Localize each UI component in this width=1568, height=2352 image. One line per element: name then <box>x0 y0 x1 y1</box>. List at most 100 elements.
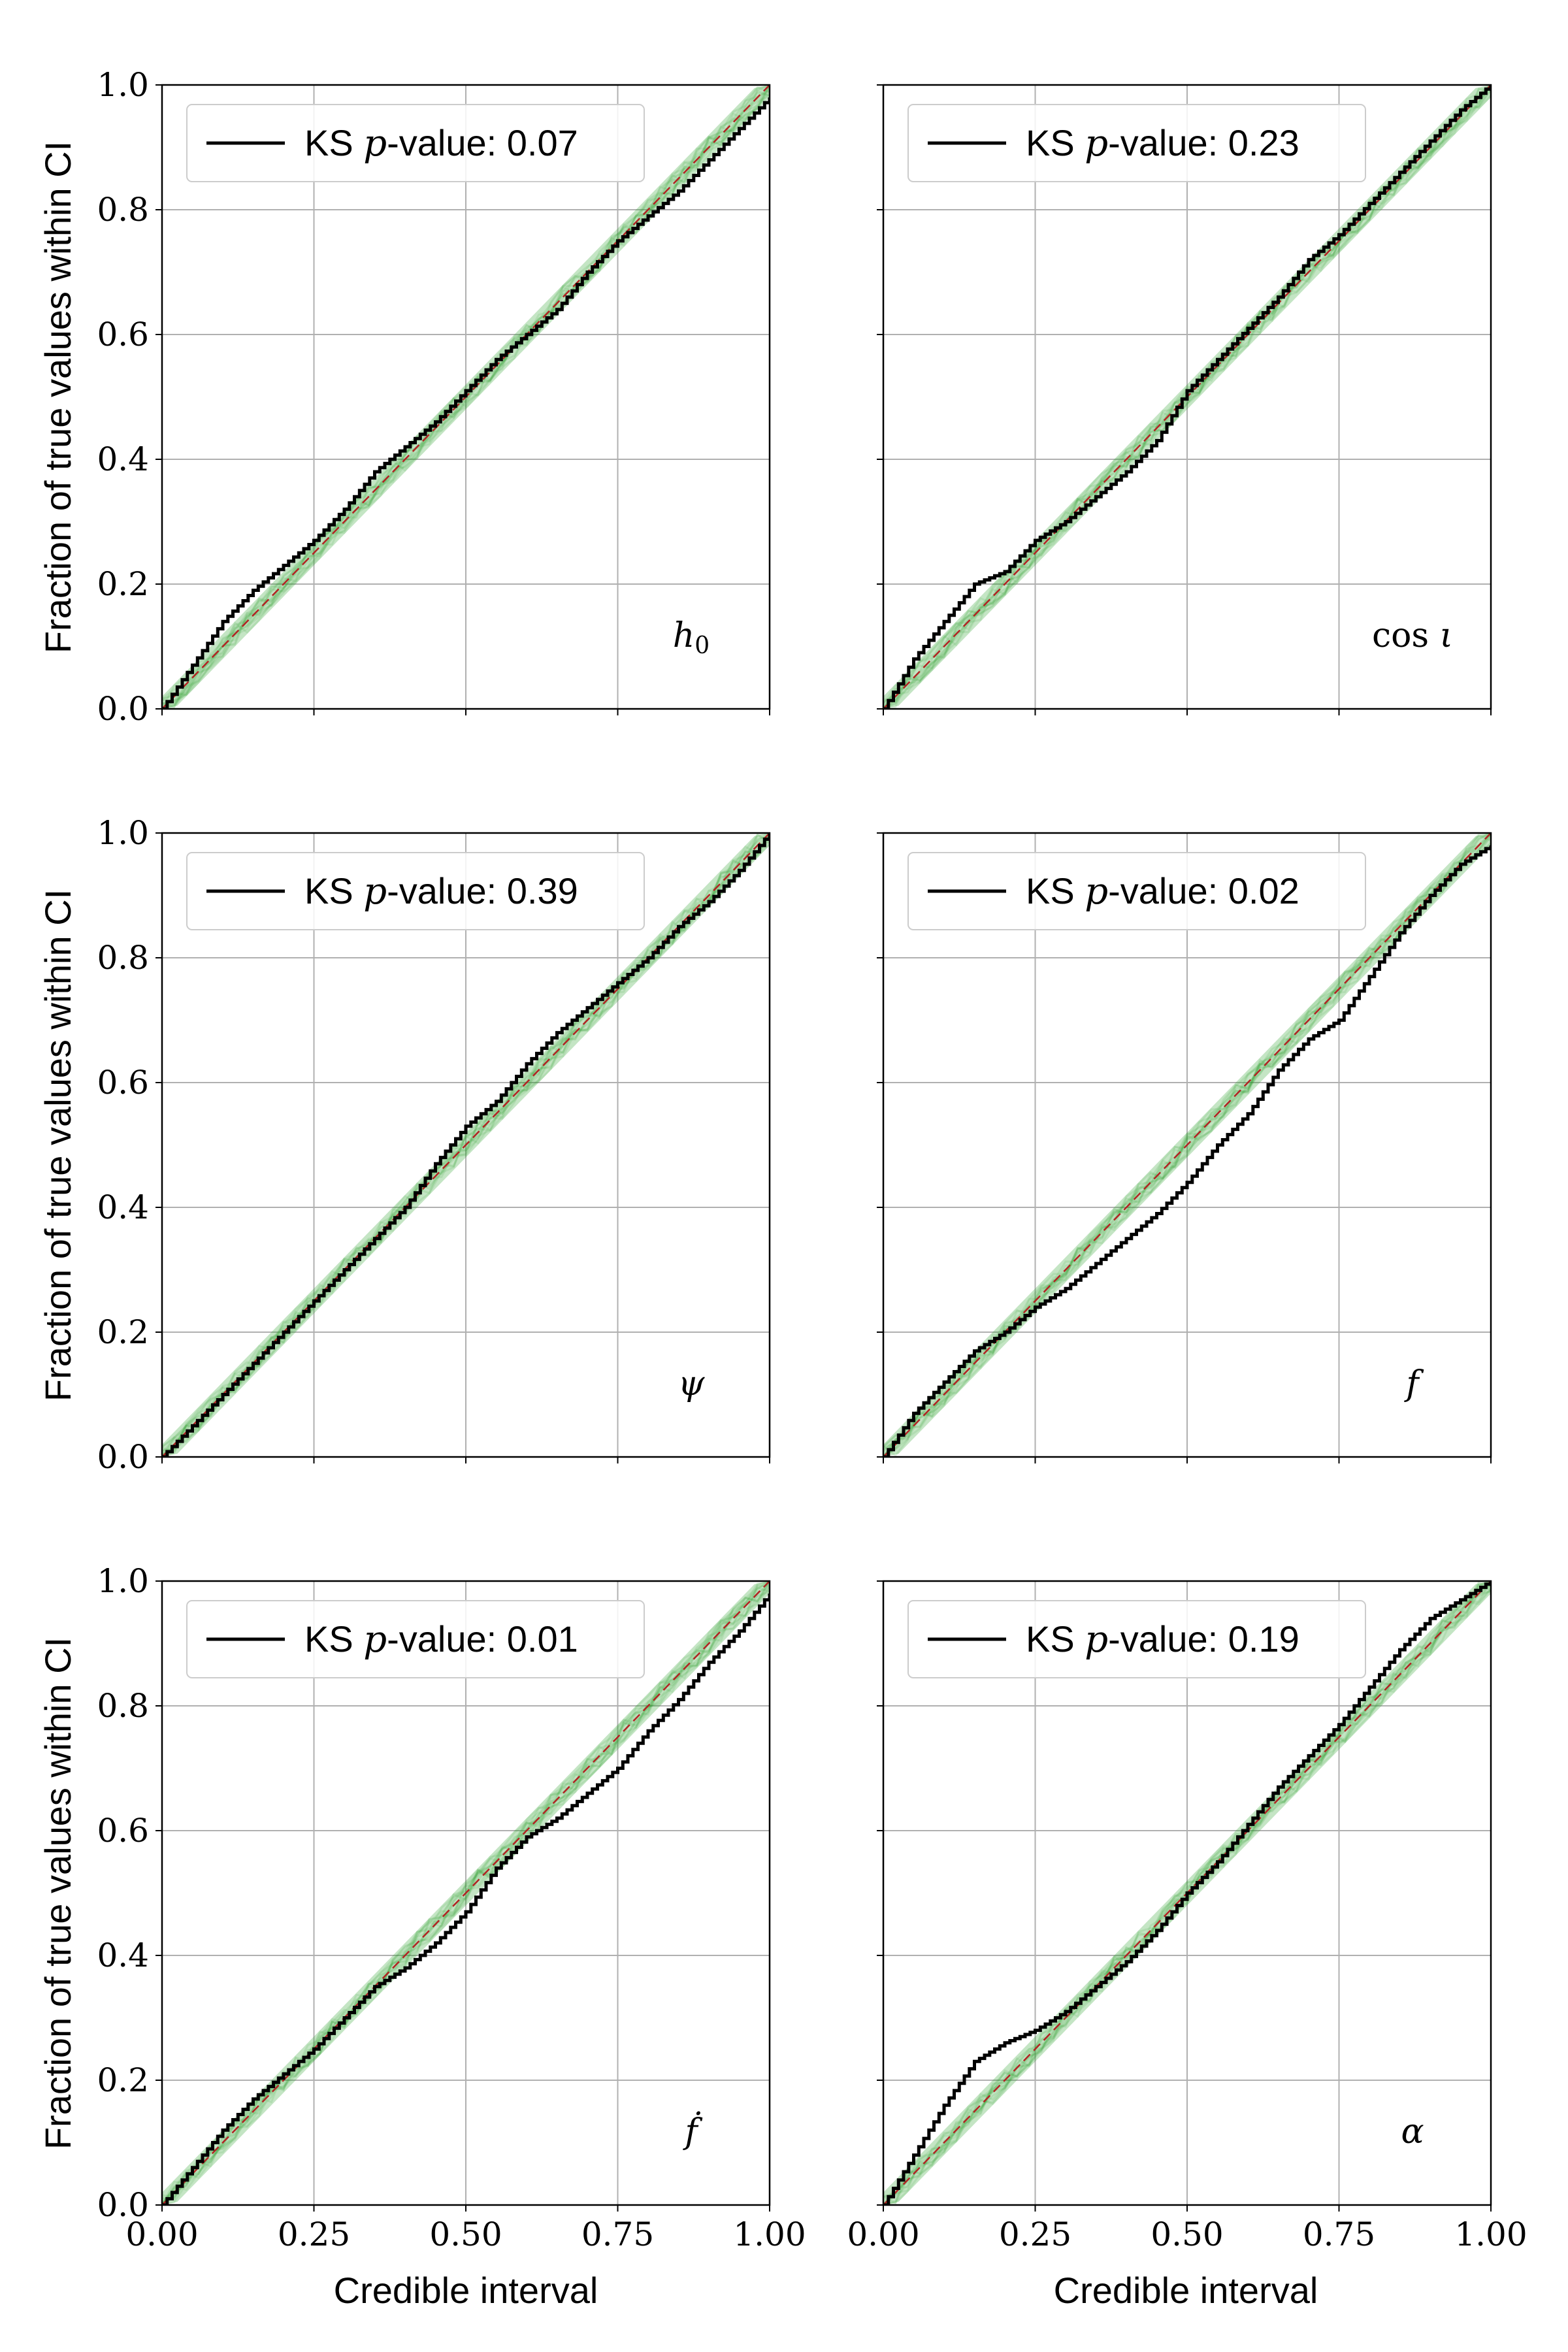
y-tick-label: 1.0 <box>97 66 149 104</box>
expected-band-trace <box>883 1581 1491 2204</box>
legend-label-value: -value: 0.07 <box>387 122 578 163</box>
expected-band-trace <box>883 833 1491 1457</box>
legend-label: KS p-value: 0.02 <box>1026 870 1299 913</box>
legend-label-ks: KS <box>304 1618 363 1659</box>
y-axis-label-row-2: Fraction of true values within CI <box>37 889 78 1401</box>
y-tick-label: 1.0 <box>97 1562 149 1600</box>
x-tick-label: 0.50 <box>429 2215 502 2253</box>
legend-box <box>907 852 1366 930</box>
expected-band-trace <box>883 85 1491 704</box>
expected-band-trace <box>162 85 770 709</box>
legend-label-ks: KS <box>1026 1618 1085 1659</box>
legend-box <box>186 852 645 930</box>
expected-band-trace <box>883 1581 1491 2205</box>
y-tick-label: 0.4 <box>97 1936 149 1974</box>
y-tick-label: 0.2 <box>97 1313 149 1351</box>
y-axis-label-row-1: Fraction of true values within CI <box>37 141 78 653</box>
diagonal-reference-line <box>883 833 1491 1457</box>
x-tick-label: 1.00 <box>733 2215 806 2253</box>
expected-band-trace <box>162 1585 770 2205</box>
legend-box <box>907 104 1366 182</box>
expected-band-trace <box>162 91 770 703</box>
legend-box <box>186 1600 645 1678</box>
legend-label-p: p <box>363 122 387 165</box>
expected-band-trace <box>162 1586 770 2205</box>
panel-cos_iota: KS p-value: 0.23 cos ι <box>877 84 1492 715</box>
legend-label-p: p <box>363 1618 387 1661</box>
expected-band-trace <box>883 833 1491 1451</box>
legend-label-ks: KS <box>304 870 363 911</box>
y-tick-label: 0.0 <box>97 690 149 728</box>
y-tick-label: 0.8 <box>97 939 149 977</box>
expected-band-trace <box>162 1581 770 2205</box>
parameter-label: cos ι <box>1372 616 1453 655</box>
panel-f: KS p-value: 0.02f <box>877 832 1492 1463</box>
legend-box <box>186 104 645 182</box>
expected-band-trace <box>883 85 1491 709</box>
legend-label: KS p-value: 0.19 <box>1026 1618 1299 1661</box>
y-axis-label-row-3: Fraction of true values within CI <box>37 1637 78 2149</box>
observed-ks-line <box>162 97 770 709</box>
y-tick-label: 0.0 <box>97 1438 149 1476</box>
param-subscript: 0 <box>694 632 710 659</box>
expected-band-trace <box>883 833 1491 1452</box>
expected-band-trace <box>162 833 770 1457</box>
expected-band-trace <box>162 91 770 709</box>
y-tick-label: 0.8 <box>97 1687 149 1725</box>
x-tick-label: 0.00 <box>125 2215 198 2253</box>
expected-band-trace <box>883 1584 1491 2205</box>
legend-label-value: -value: 0.19 <box>1108 1618 1299 1659</box>
expected-band-trace <box>883 842 1491 1457</box>
legend-label-p: p <box>1085 122 1108 165</box>
y-tick-label: 0.0 <box>97 2186 149 2224</box>
y-tick-label: 0.6 <box>97 316 149 353</box>
expected-band-trace <box>162 1581 770 2201</box>
x-axis-label-right: Credible interval <box>1054 2270 1318 2311</box>
legend-label-p: p <box>1085 1618 1108 1661</box>
observed-ks-line <box>162 833 770 1457</box>
observed-ks-line <box>162 1593 770 2205</box>
legend-label-p: p <box>1085 870 1108 913</box>
y-tick-label: 0.8 <box>97 191 149 229</box>
y-tick-label: 0.6 <box>97 1812 149 1850</box>
legend-label-p: p <box>363 870 387 913</box>
parameter-label: ψ <box>678 1364 706 1403</box>
x-tick-label: 1.00 <box>1454 2215 1527 2253</box>
legend-label-ks: KS <box>1026 122 1085 163</box>
panel-alpha: 0.00 0.25 0.50 0.75 1.00 KS p-value: 0.19 α <box>847 1580 1527 2253</box>
observed-ks-line <box>883 85 1491 709</box>
expected-band-trace <box>883 85 1491 709</box>
param-cos: cos <box>1372 616 1440 655</box>
panel-psi: 0.0 0.2 0.4 0.6 0.8 1.0 KS p-value: 0.39 ψ <box>97 814 771 1476</box>
y-tick-label: 0.4 <box>97 1188 149 1226</box>
x-tick-label: 0.25 <box>278 2215 350 2253</box>
param-iota: ι <box>1440 616 1453 655</box>
y-tick-label: 0.4 <box>97 440 149 478</box>
legend-label-ks: KS <box>304 122 363 163</box>
expected-band-trace <box>162 1584 770 2204</box>
legend-label-ks: KS <box>1026 870 1085 911</box>
x-tick-label: 0.00 <box>847 2215 919 2253</box>
y-tick-label: 0.2 <box>97 565 149 603</box>
x-tick-label: 0.75 <box>581 2215 654 2253</box>
expected-band-trace <box>162 839 770 1448</box>
y-tick-label: 0.6 <box>97 1064 149 1102</box>
parameter-label: h0 <box>673 616 710 659</box>
legend-label-value: -value: 0.39 <box>387 870 578 911</box>
observed-ks-line <box>883 845 1491 1457</box>
legend-label-value: -value: 0.01 <box>387 1618 578 1659</box>
panel-fdot: 0.0 0.2 0.4 0.6 0.8 1.0 0.00 0.25 0.50 0.75 1.00 KS… <box>97 1562 806 2253</box>
x-tick-label: 0.50 <box>1151 2215 1223 2253</box>
legend-label: KS p-value: 0.23 <box>1026 122 1299 165</box>
legend-label-value: -value: 0.02 <box>1108 870 1299 911</box>
x-tick-label: 0.25 <box>999 2215 1071 2253</box>
parameter-label: α <box>1401 2112 1424 2151</box>
expected-band-trace <box>883 833 1491 1457</box>
legend-label: KS p-value: 0.01 <box>304 1618 578 1661</box>
x-axis-label-left: Credible interval <box>334 2270 598 2311</box>
legend-box <box>907 1600 1366 1678</box>
expected-band-trace <box>883 833 1491 1448</box>
